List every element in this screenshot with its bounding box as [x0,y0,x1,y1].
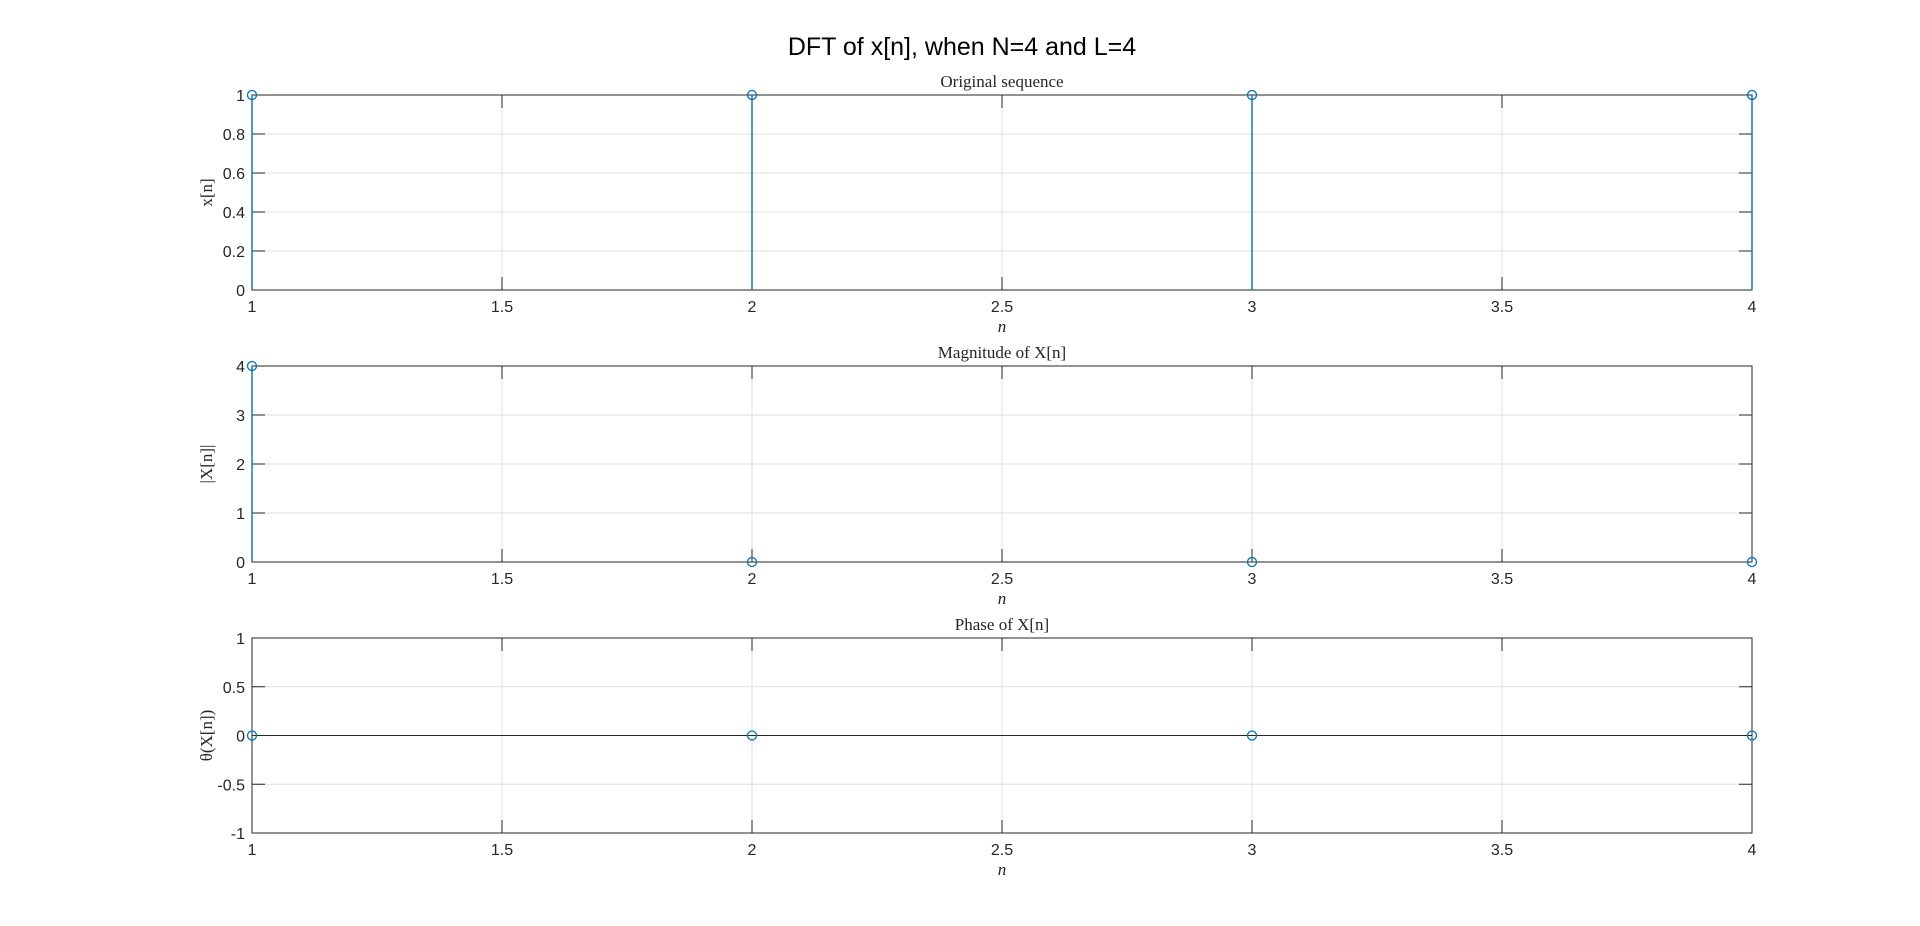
x-tick-label: 4 [1748,571,1757,588]
x-tick-label: 3 [1248,571,1257,588]
x-tick-label: 3.5 [1491,842,1513,859]
y-tick-label: 1 [236,88,245,105]
y-tick-label: 1 [236,506,245,523]
x-tick-label: 1.5 [491,299,513,316]
x-tick-label: 1 [248,571,257,588]
x-axis-label: n [998,589,1007,608]
stem-marker [746,730,758,741]
figure-title: DFT of x[n], when N=4 and L=4 [788,33,1136,61]
y-tick-label: 1 [236,631,245,648]
stem-marker [246,89,258,101]
y-axis-label: |X[n]| [197,445,216,484]
y-tick-label: -1 [231,826,245,843]
x-tick-label: 3 [1248,299,1257,316]
y-tick-label: -0.5 [217,777,245,794]
axes-title: Original sequence [940,72,1063,91]
y-tick-label: 0.2 [223,244,245,261]
y-tick-label: 0.4 [223,205,245,222]
x-tick-label: 1 [248,299,257,316]
subplot-1: 1 1.5 2 2.5 3 3.5 4 0 0.2 0.4 0.6 0.8 1 Original sequ… [197,72,1758,336]
x-tick-label: 3 [1248,842,1257,859]
stem-marker [246,730,258,741]
x-axis-label: n [998,860,1007,879]
x-tick-label: 3.5 [1491,571,1513,588]
x-tick-label: 2 [748,842,757,859]
stem-marker [746,556,758,568]
stem-marker [246,360,258,372]
y-axis-label: θ(X[n]) [197,710,216,762]
stem-marker [1746,730,1758,741]
y-tick-label: 2 [236,457,245,474]
x-tick-label: 1.5 [491,571,513,588]
x-tick-label: 1 [248,842,257,859]
x-axis-label: n [998,317,1007,336]
axes-box [251,637,1753,834]
stem-marker [1246,730,1258,741]
x-tick-label: 1.5 [491,842,513,859]
x-tick-label: 2.5 [991,299,1013,316]
stem-marker [1246,556,1258,568]
y-tick-label: 0 [236,729,245,746]
y-tick-label: 0 [236,555,245,572]
stem-marker [1246,89,1258,101]
y-tick-label: 0.6 [223,166,245,183]
stem-marker [1746,89,1758,101]
x-tick-label: 2.5 [991,842,1013,859]
axes-title: Phase of X[n] [955,615,1049,634]
y-tick-label: 4 [236,359,245,376]
x-tick-label: 2 [748,299,757,316]
subplot-3: 1 1.5 2 2.5 3 3.5 4 -1 -0.5 0 0.5 1 Phase of X[n] n θ(… [197,615,1758,879]
x-tick-label: 3.5 [1491,299,1513,316]
x-tick-label: 2 [748,571,757,588]
x-tick-label: 2.5 [991,571,1013,588]
y-tick-label: 0.8 [223,127,245,144]
y-tick-label: 0 [236,283,245,300]
x-tick-label: 4 [1748,299,1757,316]
y-tick-label: 0.5 [223,680,245,697]
stem-marker [746,89,758,101]
stem-marker [1746,556,1758,568]
y-tick-label: 3 [236,408,245,425]
subplots-group: 1 1.5 2 2.5 3 3.5 4 0 0.2 0.4 0.6 0.8 1 Original sequ… [197,72,1758,879]
y-axis-label: x[n] [197,178,216,206]
x-tick-label: 4 [1748,842,1757,859]
axes-title: Magnitude of X[n] [938,343,1066,362]
